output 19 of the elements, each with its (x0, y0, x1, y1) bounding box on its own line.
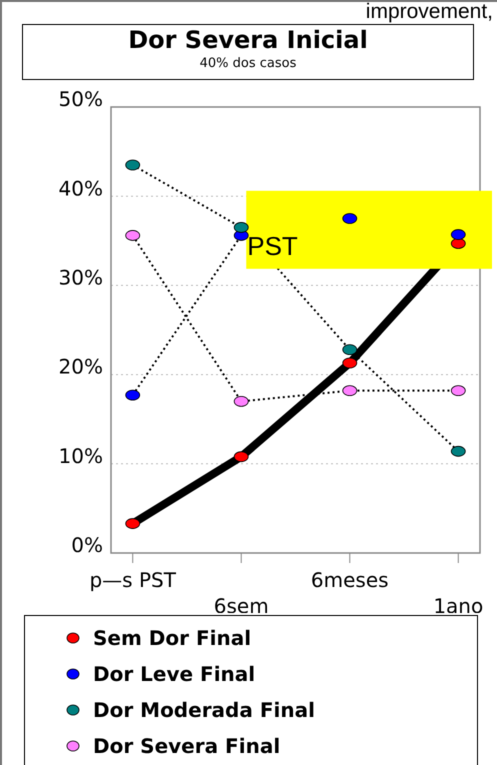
y-tick-label: 50% (58, 87, 103, 112)
y-tick-label: 30% (58, 266, 103, 290)
annotation: PST (247, 230, 298, 261)
legend-label: Dor Moderada Final (93, 698, 315, 722)
x-tick-label: 1ano (433, 594, 484, 618)
y-tick-label: 20% (58, 354, 103, 379)
text: improvement, (366, 1, 493, 24)
legend-label: Sem Dor Final (93, 626, 252, 650)
y-tick-label: 10% (58, 444, 103, 468)
chart-title: Dor Severa Inicial (127, 25, 369, 55)
y-tick-label: 0% (71, 533, 103, 558)
legend-label: Dor Severa Final (93, 734, 280, 758)
x-tick-label: p—s PST (89, 568, 177, 592)
x-tick-label: 6meses (310, 568, 389, 592)
chart-subtitle: 40% dos casos (198, 55, 298, 73)
y-tick-label: 40% (58, 176, 103, 200)
label-box: PST (246, 190, 492, 269)
x-tick-label: 6sem (214, 594, 269, 618)
legend-label: Dor Leve Final (93, 662, 256, 686)
